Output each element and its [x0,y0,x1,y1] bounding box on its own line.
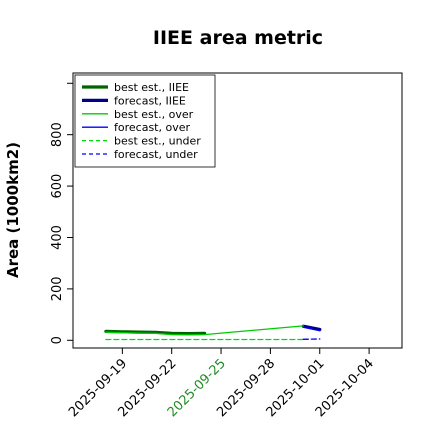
legend-label-2: forecast, IIEE [114,94,186,107]
plot-area [104,324,322,341]
y-tick-label-0: 0 [50,336,65,344]
legend-box [74,74,216,168]
legend-label-5: best est., under [114,135,201,148]
legend-label-1: best est., IIEE [114,81,189,94]
y-tick-label-800: 800 [50,122,65,147]
y-axis-label: Area (1000km2) [4,142,22,278]
y-tick-label-400: 400 [50,225,65,250]
series-line-3 [105,325,304,336]
series-line-1 [104,329,207,336]
plot-frame [72,72,403,349]
legend-label-4: forecast, over [114,121,190,134]
legend-label-6: forecast, under [114,148,198,161]
series-line-2 [301,324,322,332]
series-line-4 [302,326,321,332]
chart-title: IIEE area metric [153,27,323,49]
y-tick-label-200: 200 [50,276,65,301]
y-tick-label-600: 600 [50,174,65,199]
legend-label-3: best est., over [114,108,194,121]
